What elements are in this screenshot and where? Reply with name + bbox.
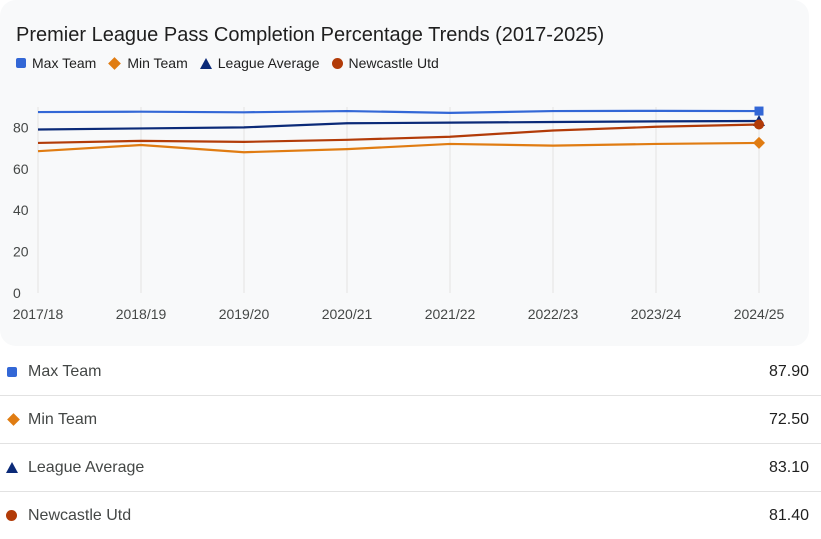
series-line-newcastle-utd (37, 123, 760, 145)
summary-row-min-team[interactable]: Min Team 72.50 (0, 396, 821, 444)
summary-value: 72.50 (768, 410, 809, 428)
summary-label: Newcastle Utd (28, 506, 132, 524)
y-tick-label: 20 (13, 244, 29, 260)
triangle-marker-icon (199, 57, 212, 69)
summary-value: 81.40 (768, 506, 809, 524)
y-tick-label: 80 (13, 119, 29, 135)
series-end-marker (754, 106, 764, 116)
summary-value: 83.10 (768, 458, 809, 476)
x-tick-label: 2019/20 (219, 306, 270, 322)
summary-row-newcastle-utd[interactable]: Newcastle Utd 81.40 (0, 492, 821, 539)
x-tick-label: 2020/21 (322, 306, 373, 322)
series-end-marker (754, 119, 764, 130)
summary-value: 87.90 (768, 362, 809, 380)
line-chart: 0 20 40 60 80 2017/18 2018/19 2019/20 2020/21 202… (13, 106, 785, 322)
series-line-max-team (37, 109, 760, 115)
legend-label: Min Team (127, 55, 188, 71)
legend-item-league-average[interactable]: League Average (199, 55, 320, 71)
x-tick-label: 2017/18 (13, 306, 64, 322)
chart-card: Premier League Pass Completion Percentag… (16, 24, 605, 71)
y-tick-label: 40 (13, 202, 29, 218)
x-tick-label: 2022/23 (528, 306, 579, 322)
legend-label: Newcastle Utd (348, 55, 439, 71)
x-tick-label: 2021/22 (425, 306, 476, 322)
series-line-league-average (37, 119, 760, 131)
y-tick-label: 60 (13, 161, 29, 177)
square-marker-icon (7, 366, 17, 377)
summary-label: Max Team (28, 362, 102, 380)
diamond-marker-icon (7, 413, 20, 426)
legend-item-newcastle-utd[interactable]: Newcastle Utd (331, 55, 439, 71)
series-end-marker (753, 136, 765, 149)
summary-row-max-team[interactable]: Max Team 87.90 (0, 348, 821, 396)
x-tick-label: 2018/19 (116, 306, 167, 322)
legend-label: Max Team (32, 55, 97, 71)
summary-label: League Average (28, 458, 145, 476)
circle-marker-icon (331, 57, 343, 69)
series-line-min-team (37, 141, 760, 154)
triangle-marker-icon (6, 462, 18, 473)
circle-marker-icon (6, 510, 17, 521)
y-tick-label: 0 (13, 285, 21, 301)
summary-row-league-average[interactable]: League Average 83.10 (0, 444, 821, 492)
x-tick-label: 2023/24 (631, 306, 682, 322)
x-tick-label: 2024/25 (734, 306, 785, 322)
square-marker-icon (16, 58, 26, 68)
legend-label: League Average (217, 55, 320, 71)
legend-item-min-team[interactable]: Min Team (108, 55, 188, 71)
legend-item-max-team[interactable]: Max Team (16, 55, 96, 71)
chart-legend: Max Team Min Team League Average Newcast… (16, 55, 451, 71)
chart-title: Premier League Pass Completion Percentag… (16, 24, 605, 46)
summary-list: Max Team 87.90 Min Team 72.50 League Ave… (0, 348, 821, 539)
summary-label: Min Team (28, 410, 98, 428)
